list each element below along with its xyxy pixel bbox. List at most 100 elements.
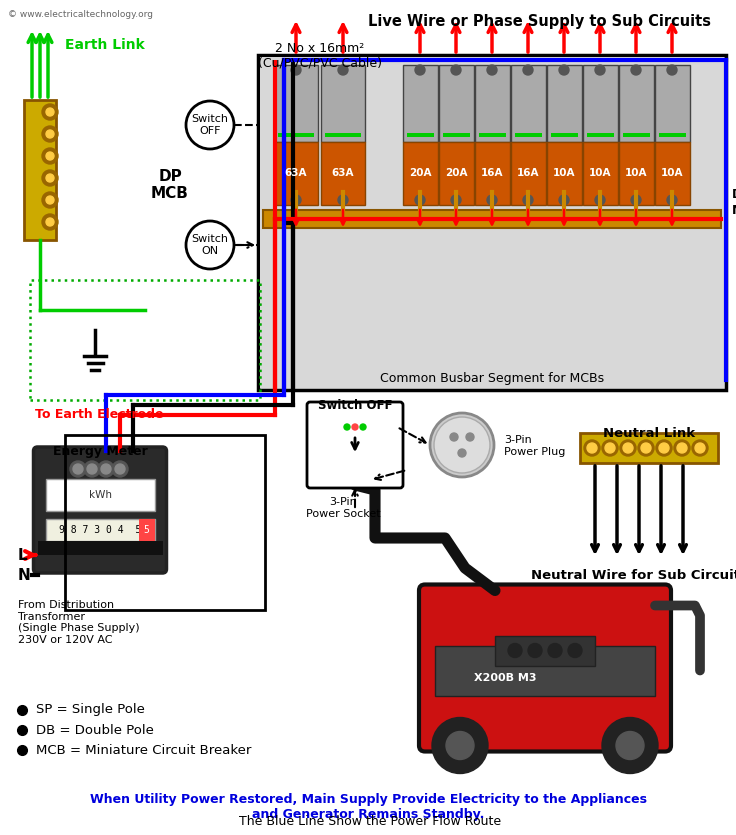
Circle shape xyxy=(641,443,651,453)
Text: Switch
ON: Switch ON xyxy=(191,234,228,256)
Text: 2 No x 16mm²
(Cu/PVC/PVC Cable): 2 No x 16mm² (Cu/PVC/PVC Cable) xyxy=(258,42,382,70)
Circle shape xyxy=(451,65,461,75)
Bar xyxy=(511,65,545,142)
Circle shape xyxy=(360,424,366,430)
Circle shape xyxy=(338,195,348,205)
Circle shape xyxy=(451,195,461,205)
Circle shape xyxy=(344,424,350,430)
Text: Common Busbar Segment for MCBs: Common Busbar Segment for MCBs xyxy=(380,372,604,385)
Bar xyxy=(547,142,581,205)
Bar xyxy=(475,142,509,205)
Text: 63A: 63A xyxy=(285,169,307,179)
Circle shape xyxy=(674,440,690,456)
Text: DP
MCB: DP MCB xyxy=(151,169,189,201)
Circle shape xyxy=(523,65,533,75)
Bar xyxy=(582,142,618,205)
Text: © www.electricaltechnology.org: © www.electricaltechnology.org xyxy=(8,10,153,19)
Bar xyxy=(260,57,724,388)
Text: 3-Pin
Power Socket: 3-Pin Power Socket xyxy=(305,497,381,519)
Bar xyxy=(514,133,542,137)
Text: Neutral Link: Neutral Link xyxy=(603,427,695,440)
Bar xyxy=(274,142,318,205)
Circle shape xyxy=(46,174,54,182)
Circle shape xyxy=(291,195,301,205)
Text: kWh: kWh xyxy=(88,490,111,500)
Circle shape xyxy=(602,440,618,456)
Circle shape xyxy=(595,65,605,75)
Bar xyxy=(654,65,690,142)
Text: 20A: 20A xyxy=(408,169,431,179)
Circle shape xyxy=(559,195,569,205)
Bar xyxy=(511,142,545,205)
Circle shape xyxy=(656,440,672,456)
Circle shape xyxy=(46,218,54,226)
Text: Switch
OFF: Switch OFF xyxy=(191,114,228,136)
Circle shape xyxy=(450,433,458,441)
Circle shape xyxy=(602,717,658,773)
Bar xyxy=(38,541,163,555)
Bar xyxy=(406,133,434,137)
Circle shape xyxy=(508,644,522,657)
Bar xyxy=(439,142,473,205)
Bar xyxy=(618,142,654,205)
Circle shape xyxy=(434,417,490,473)
Circle shape xyxy=(112,461,128,477)
Text: 9 8 7 3 0 4  5: 9 8 7 3 0 4 5 xyxy=(59,525,141,535)
Circle shape xyxy=(695,443,705,453)
Bar xyxy=(263,210,721,228)
Bar xyxy=(46,519,155,541)
Text: 16A: 16A xyxy=(517,169,539,179)
Circle shape xyxy=(667,65,677,75)
Text: 3-Pin
Power Plug: 3-Pin Power Plug xyxy=(504,435,565,457)
Circle shape xyxy=(595,195,605,205)
Circle shape xyxy=(620,440,636,456)
Bar xyxy=(582,65,618,142)
Circle shape xyxy=(528,644,542,657)
Text: From Distribution
Transformer
(Single Phase Supply)
230V or 120V AC: From Distribution Transformer (Single Ph… xyxy=(18,600,140,645)
Text: Neutral Wire for Sub Circuits: Neutral Wire for Sub Circuits xyxy=(531,569,736,582)
Circle shape xyxy=(466,433,474,441)
Bar xyxy=(654,142,690,205)
Circle shape xyxy=(98,461,114,477)
Text: 5: 5 xyxy=(144,525,149,535)
FancyBboxPatch shape xyxy=(307,402,403,488)
FancyBboxPatch shape xyxy=(34,447,166,573)
Text: SP = Single Pole: SP = Single Pole xyxy=(36,704,145,716)
Bar xyxy=(24,100,56,240)
Bar xyxy=(46,479,155,511)
Text: Live Wire or Phase Supply to Sub Circuits: Live Wire or Phase Supply to Sub Circuit… xyxy=(369,14,712,29)
Circle shape xyxy=(487,195,497,205)
Text: 10A: 10A xyxy=(661,169,683,179)
Bar xyxy=(435,645,655,696)
Bar xyxy=(403,142,437,205)
Bar xyxy=(321,65,365,142)
Circle shape xyxy=(291,65,301,75)
Bar xyxy=(30,280,260,400)
Bar xyxy=(403,65,437,142)
Bar xyxy=(442,133,470,137)
Bar xyxy=(65,435,265,610)
Circle shape xyxy=(42,126,58,142)
Circle shape xyxy=(587,443,597,453)
Bar xyxy=(551,133,578,137)
Circle shape xyxy=(101,464,111,474)
Circle shape xyxy=(667,195,677,205)
Circle shape xyxy=(559,65,569,75)
Bar xyxy=(478,133,506,137)
Bar xyxy=(138,519,155,541)
Text: DP
MCBs: DP MCBs xyxy=(732,189,736,216)
Circle shape xyxy=(42,170,58,186)
Circle shape xyxy=(42,148,58,164)
Bar xyxy=(580,433,718,463)
Circle shape xyxy=(352,424,358,430)
Bar xyxy=(623,133,649,137)
Circle shape xyxy=(432,717,488,773)
Bar xyxy=(274,65,318,142)
Circle shape xyxy=(186,221,234,269)
Circle shape xyxy=(605,443,615,453)
Circle shape xyxy=(338,65,348,75)
Text: 10A: 10A xyxy=(553,169,576,179)
Text: When Utility Power Restored, Main Supply Provide Electricity to the Appliances
a: When Utility Power Restored, Main Supply… xyxy=(90,793,646,821)
Circle shape xyxy=(46,152,54,160)
Circle shape xyxy=(487,65,497,75)
